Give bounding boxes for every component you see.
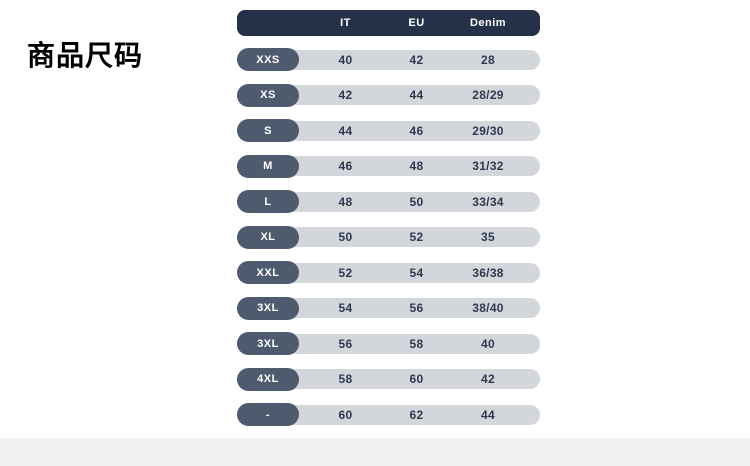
- size-pill-label: M: [263, 160, 273, 172]
- size-pill: L: [237, 190, 299, 213]
- row-bar: [237, 262, 540, 283]
- cell-eu: 42: [409, 52, 424, 67]
- size-pill-label: 4XL: [257, 373, 279, 385]
- row-bar: [237, 298, 540, 318]
- row-bar: [237, 227, 540, 247]
- cell-denim: 36/38: [472, 265, 504, 280]
- size-pill: XXL: [237, 261, 299, 284]
- cell-it: 58: [338, 372, 353, 386]
- row-values: 46 48 31/32: [237, 155, 540, 178]
- row-bar: [237, 156, 540, 176]
- row-values: 56 58 40: [237, 332, 540, 355]
- page-title: 商品尺码: [27, 40, 144, 71]
- cell-it: 42: [338, 88, 353, 102]
- row-values: 40 42 28: [237, 48, 540, 71]
- table-row: XL 50 52 35: [237, 225, 540, 249]
- column-header-eu: EU: [408, 17, 425, 29]
- bottom-band: [0, 438, 750, 466]
- size-pill: 4XL: [237, 367, 299, 391]
- cell-denim: 38/40: [472, 301, 504, 315]
- row-values: 48 50 33/34: [237, 190, 540, 213]
- size-table-body: XXS 40 42 28 XS 42 44 28/29 S: [237, 48, 540, 426]
- row-bar: [237, 191, 540, 212]
- row-bar: [237, 49, 540, 70]
- cell-denim: 42: [481, 372, 495, 386]
- row-values: 42 44 28/29: [237, 84, 540, 107]
- size-pill-label: XXL: [256, 266, 280, 279]
- row-values: 52 54 36/38: [237, 261, 540, 284]
- size-pill: S: [237, 119, 299, 142]
- column-header-it: IT: [340, 17, 351, 29]
- size-pill-label: -: [265, 408, 271, 421]
- size-pill: XS: [237, 83, 299, 107]
- cell-denim: 28/29: [472, 88, 504, 102]
- size-pill: XXS: [237, 48, 299, 71]
- size-pill: XL: [237, 225, 299, 249]
- size-pill: 3XL: [237, 296, 299, 320]
- cell-it: 46: [338, 159, 353, 173]
- table-row: XXL 52 54 36/38: [237, 261, 540, 284]
- cell-it: 52: [338, 265, 353, 280]
- column-header-denim: Denim: [469, 17, 507, 29]
- size-pill: M: [237, 154, 299, 178]
- size-pill-label: XXS: [256, 53, 280, 66]
- cell-denim: 44: [481, 407, 495, 422]
- cell-eu: 62: [409, 407, 424, 422]
- row-bar: [237, 404, 540, 425]
- table-row: L 48 50 33/34: [237, 190, 540, 213]
- size-pill: -: [237, 403, 299, 426]
- cell-eu: 58: [409, 336, 424, 351]
- cell-eu: 48: [409, 159, 424, 173]
- row-bar: [237, 85, 540, 105]
- cell-denim: 33/34: [472, 194, 504, 209]
- row-values: 44 46 29/30: [237, 119, 540, 142]
- row-bar: [237, 333, 540, 354]
- cell-eu: 60: [409, 372, 424, 386]
- cell-it: 56: [338, 336, 353, 351]
- row-bar: [237, 120, 540, 141]
- cell-it: 60: [338, 407, 353, 422]
- table-row: 4XL 58 60 42: [237, 367, 540, 391]
- table-row: XS 42 44 28/29: [237, 83, 540, 107]
- cell-eu: 54: [409, 265, 424, 280]
- table-row: XXS 40 42 28: [237, 48, 540, 71]
- size-pill-label: S: [264, 124, 272, 137]
- row-values: 58 60 42: [237, 368, 540, 391]
- cell-it: 44: [338, 123, 353, 138]
- cell-it: 40: [338, 52, 353, 67]
- size-pill-label: XS: [260, 89, 276, 101]
- cell-denim: 35: [481, 230, 495, 244]
- table-row: M 46 48 31/32: [237, 154, 540, 178]
- cell-eu: 52: [409, 230, 424, 244]
- cell-eu: 46: [409, 123, 424, 138]
- size-pill-label: 3XL: [257, 302, 279, 314]
- table-row: 3XL 54 56 38/40: [237, 296, 540, 320]
- cell-eu: 44: [409, 88, 424, 102]
- size-pill-label: L: [264, 195, 272, 208]
- cell-denim: 28: [481, 52, 495, 67]
- size-pill-label: XL: [260, 231, 276, 243]
- row-values: 50 52 35: [237, 226, 540, 249]
- cell-it: 48: [338, 194, 353, 209]
- cell-denim: 40: [481, 336, 495, 351]
- size-table: IT EU Denim XXS 40 42 28 XS 42 44: [237, 10, 540, 426]
- table-row: S 44 46 29/30: [237, 119, 540, 142]
- cell-denim: 29/30: [472, 123, 504, 138]
- row-bar: [237, 369, 540, 389]
- cell-it: 54: [338, 301, 353, 315]
- cell-denim: 31/32: [472, 159, 504, 173]
- cell-it: 50: [338, 230, 353, 244]
- table-row: 3XL 56 58 40: [237, 332, 540, 355]
- row-values: 54 56 38/40: [237, 297, 540, 320]
- cell-eu: 50: [409, 194, 424, 209]
- table-row: - 60 62 44: [237, 403, 540, 426]
- row-values: 60 62 44: [237, 403, 540, 426]
- size-pill-label: 3XL: [257, 337, 279, 350]
- cell-eu: 56: [409, 301, 424, 315]
- size-table-header: IT EU Denim: [237, 10, 540, 36]
- size-pill: 3XL: [237, 332, 299, 355]
